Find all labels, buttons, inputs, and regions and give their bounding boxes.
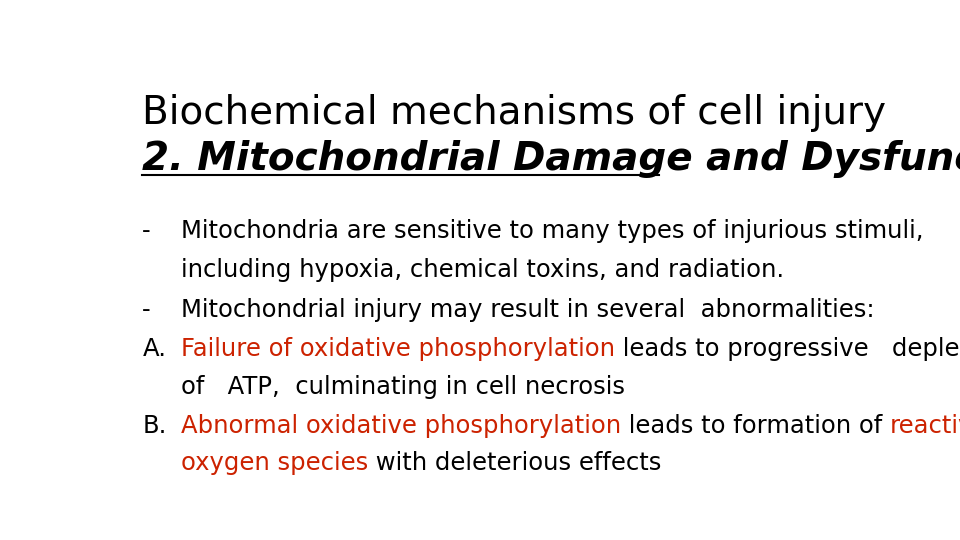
Text: Biochemical mechanisms of cell injury: Biochemical mechanisms of cell injury (142, 94, 886, 132)
Text: A.: A. (142, 337, 166, 361)
Text: including hypoxia, chemical toxins, and radiation.: including hypoxia, chemical toxins, and … (181, 258, 784, 282)
Text: -: - (142, 298, 151, 322)
Text: -: - (142, 219, 151, 242)
Text: B.: B. (142, 414, 167, 438)
Text: with deleterious effects: with deleterious effects (369, 451, 661, 476)
Text: 2. Mitochondrial Damage and Dysfunction: 2. Mitochondrial Damage and Dysfunction (142, 140, 960, 178)
Text: of   ATP,  culminating in cell necrosis: of ATP, culminating in cell necrosis (181, 375, 625, 399)
Text: Mitochondria are sensitive to many types of injurious stimuli,: Mitochondria are sensitive to many types… (181, 219, 924, 242)
Text: Abnormal oxidative phosphorylation: Abnormal oxidative phosphorylation (181, 414, 621, 438)
Text: Mitochondrial injury may result in several  abnormalities:: Mitochondrial injury may result in sever… (181, 298, 875, 322)
Text: leads to formation of: leads to formation of (621, 414, 890, 438)
Text: leads to progressive   depletion: leads to progressive depletion (615, 337, 960, 361)
Text: oxygen species: oxygen species (181, 451, 369, 476)
Text: reactive: reactive (890, 414, 960, 438)
Text: Failure of oxidative phosphorylation: Failure of oxidative phosphorylation (181, 337, 615, 361)
